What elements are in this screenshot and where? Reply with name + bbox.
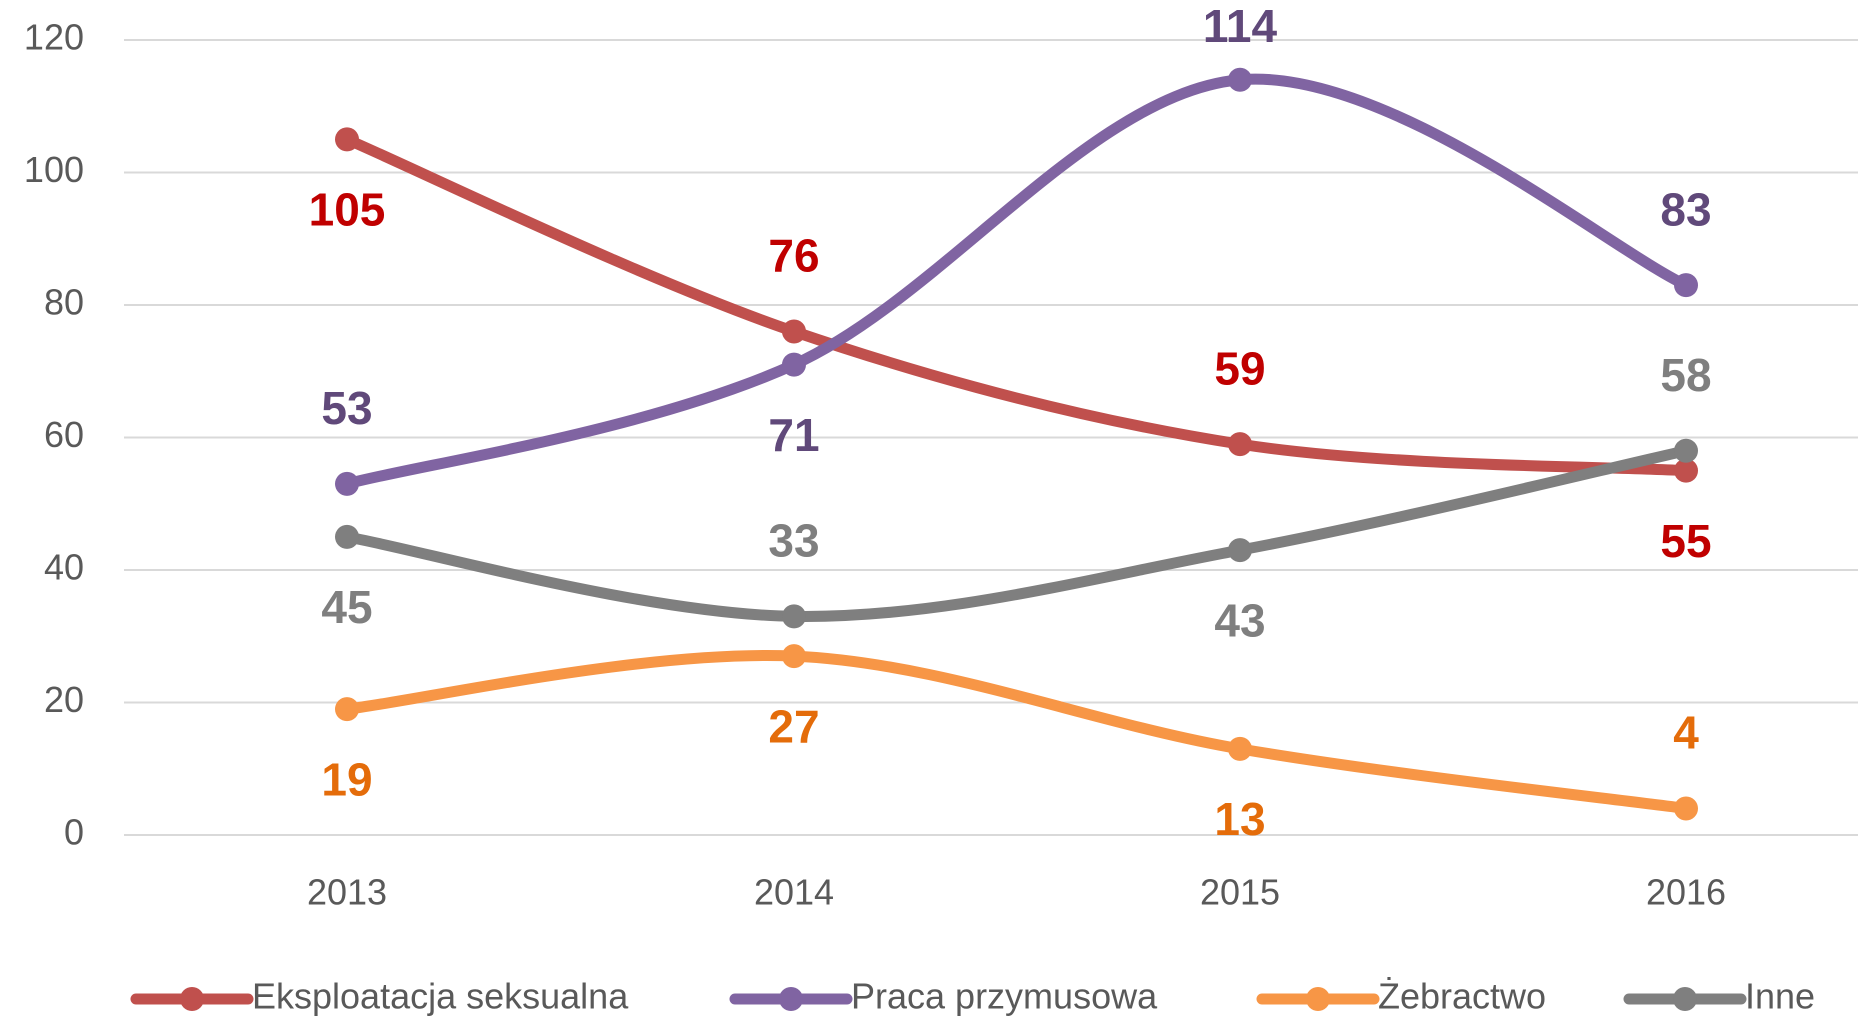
x-tick-label: 2015 xyxy=(1200,872,1280,913)
data-label: 114 xyxy=(1203,0,1278,52)
data-point xyxy=(1228,67,1252,92)
data-point xyxy=(335,524,359,549)
legend-label: Inne xyxy=(1745,976,1815,1017)
series-line xyxy=(341,445,1692,622)
data-point xyxy=(1228,432,1252,457)
y-tick-label: 0 xyxy=(64,812,84,853)
legend-label: Praca przymusowa xyxy=(851,976,1158,1017)
data-label: 19 xyxy=(321,753,372,805)
legend-marker xyxy=(779,987,803,1011)
data-point xyxy=(782,644,806,669)
data-point xyxy=(782,604,806,629)
data-label: 59 xyxy=(1214,342,1265,394)
y-tick-label: 120 xyxy=(24,17,84,58)
data-label: 45 xyxy=(321,581,372,633)
data-point xyxy=(1228,736,1252,761)
data-point xyxy=(1674,458,1698,483)
data-label: 53 xyxy=(321,382,372,434)
x-tick-label: 2014 xyxy=(754,872,834,913)
data-label: 4 xyxy=(1673,707,1699,759)
data-label: 33 xyxy=(768,515,819,567)
series-line xyxy=(341,133,1692,477)
data-point xyxy=(335,471,359,496)
data-point xyxy=(1228,538,1252,563)
y-tick-label: 100 xyxy=(24,149,84,190)
x-tick-label: 2013 xyxy=(307,872,387,913)
legend-marker xyxy=(1306,987,1330,1011)
legend-marker xyxy=(1673,987,1697,1011)
data-point xyxy=(335,127,359,152)
data-point xyxy=(1674,438,1698,463)
y-tick-label: 80 xyxy=(44,282,84,323)
data-label: 76 xyxy=(768,230,819,282)
data-point xyxy=(782,352,806,377)
legend-marker xyxy=(180,987,204,1011)
legend-label: Żebractwo xyxy=(1378,976,1546,1017)
data-label: 43 xyxy=(1214,594,1265,646)
series-line xyxy=(341,73,1692,490)
y-tick-label: 20 xyxy=(44,679,84,720)
legend-item: Eksploatacja seksualna xyxy=(130,976,629,1017)
data-label: 105 xyxy=(309,184,386,236)
data-label: 83 xyxy=(1660,183,1711,235)
data-label: 58 xyxy=(1660,349,1711,401)
data-label: 27 xyxy=(768,700,819,752)
data-label: 13 xyxy=(1214,793,1265,845)
y-tick-label: 40 xyxy=(44,547,84,588)
x-tick-label: 2016 xyxy=(1646,872,1726,913)
data-label: 55 xyxy=(1660,515,1711,567)
data-label: 71 xyxy=(768,409,819,461)
data-point xyxy=(335,697,359,722)
y-tick-label: 60 xyxy=(44,414,84,455)
legend-item: Żebractwo xyxy=(1256,976,1546,1017)
data-point xyxy=(782,319,806,344)
legend-item: Praca przymusowa xyxy=(729,976,1158,1017)
legend-item: Inne xyxy=(1623,976,1815,1017)
data-point xyxy=(1674,273,1698,298)
legend-label: Eksploatacja seksualna xyxy=(252,976,629,1017)
data-point xyxy=(1674,796,1698,821)
series-line xyxy=(341,650,1692,814)
